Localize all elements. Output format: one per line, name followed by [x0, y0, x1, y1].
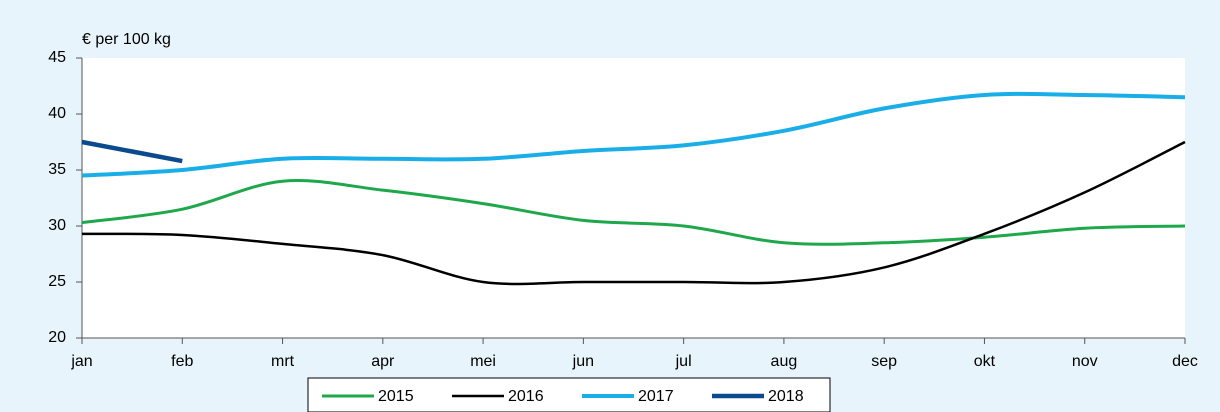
- legend-label: 2016: [508, 388, 544, 405]
- x-tick-label: okt: [974, 353, 996, 370]
- x-tick-label: jan: [70, 353, 92, 370]
- x-tick-label: nov: [1072, 353, 1098, 370]
- x-tick-label: mrt: [271, 353, 295, 370]
- x-tick-label: aug: [771, 353, 798, 370]
- x-tick-label: mei: [470, 353, 496, 370]
- series-line: [81, 179, 1186, 246]
- y-tick-label: 20: [48, 329, 66, 346]
- x-tick-label: jul: [675, 353, 692, 370]
- y-tick-label: 25: [48, 273, 66, 290]
- y-axis-label: € per 100 kg: [82, 31, 171, 48]
- series-line: [81, 140, 1186, 286]
- x-tick-label: feb: [171, 353, 193, 370]
- x-tick-label: apr: [371, 353, 395, 370]
- legend-label: 2017: [638, 388, 674, 405]
- legend-label: 2015: [378, 388, 414, 405]
- x-tick-label: jun: [572, 353, 594, 370]
- y-tick-label: 40: [48, 105, 66, 122]
- y-tick-label: 45: [48, 49, 66, 66]
- plot-area: [82, 58, 1185, 338]
- y-tick-label: 35: [48, 161, 66, 178]
- series-line: [81, 91, 1186, 178]
- x-tick-label: sep: [871, 353, 897, 370]
- x-tick-label: dec: [1172, 353, 1198, 370]
- y-tick-label: 30: [48, 217, 66, 234]
- legend-label: 2018: [768, 388, 804, 405]
- series-line: [81, 139, 183, 164]
